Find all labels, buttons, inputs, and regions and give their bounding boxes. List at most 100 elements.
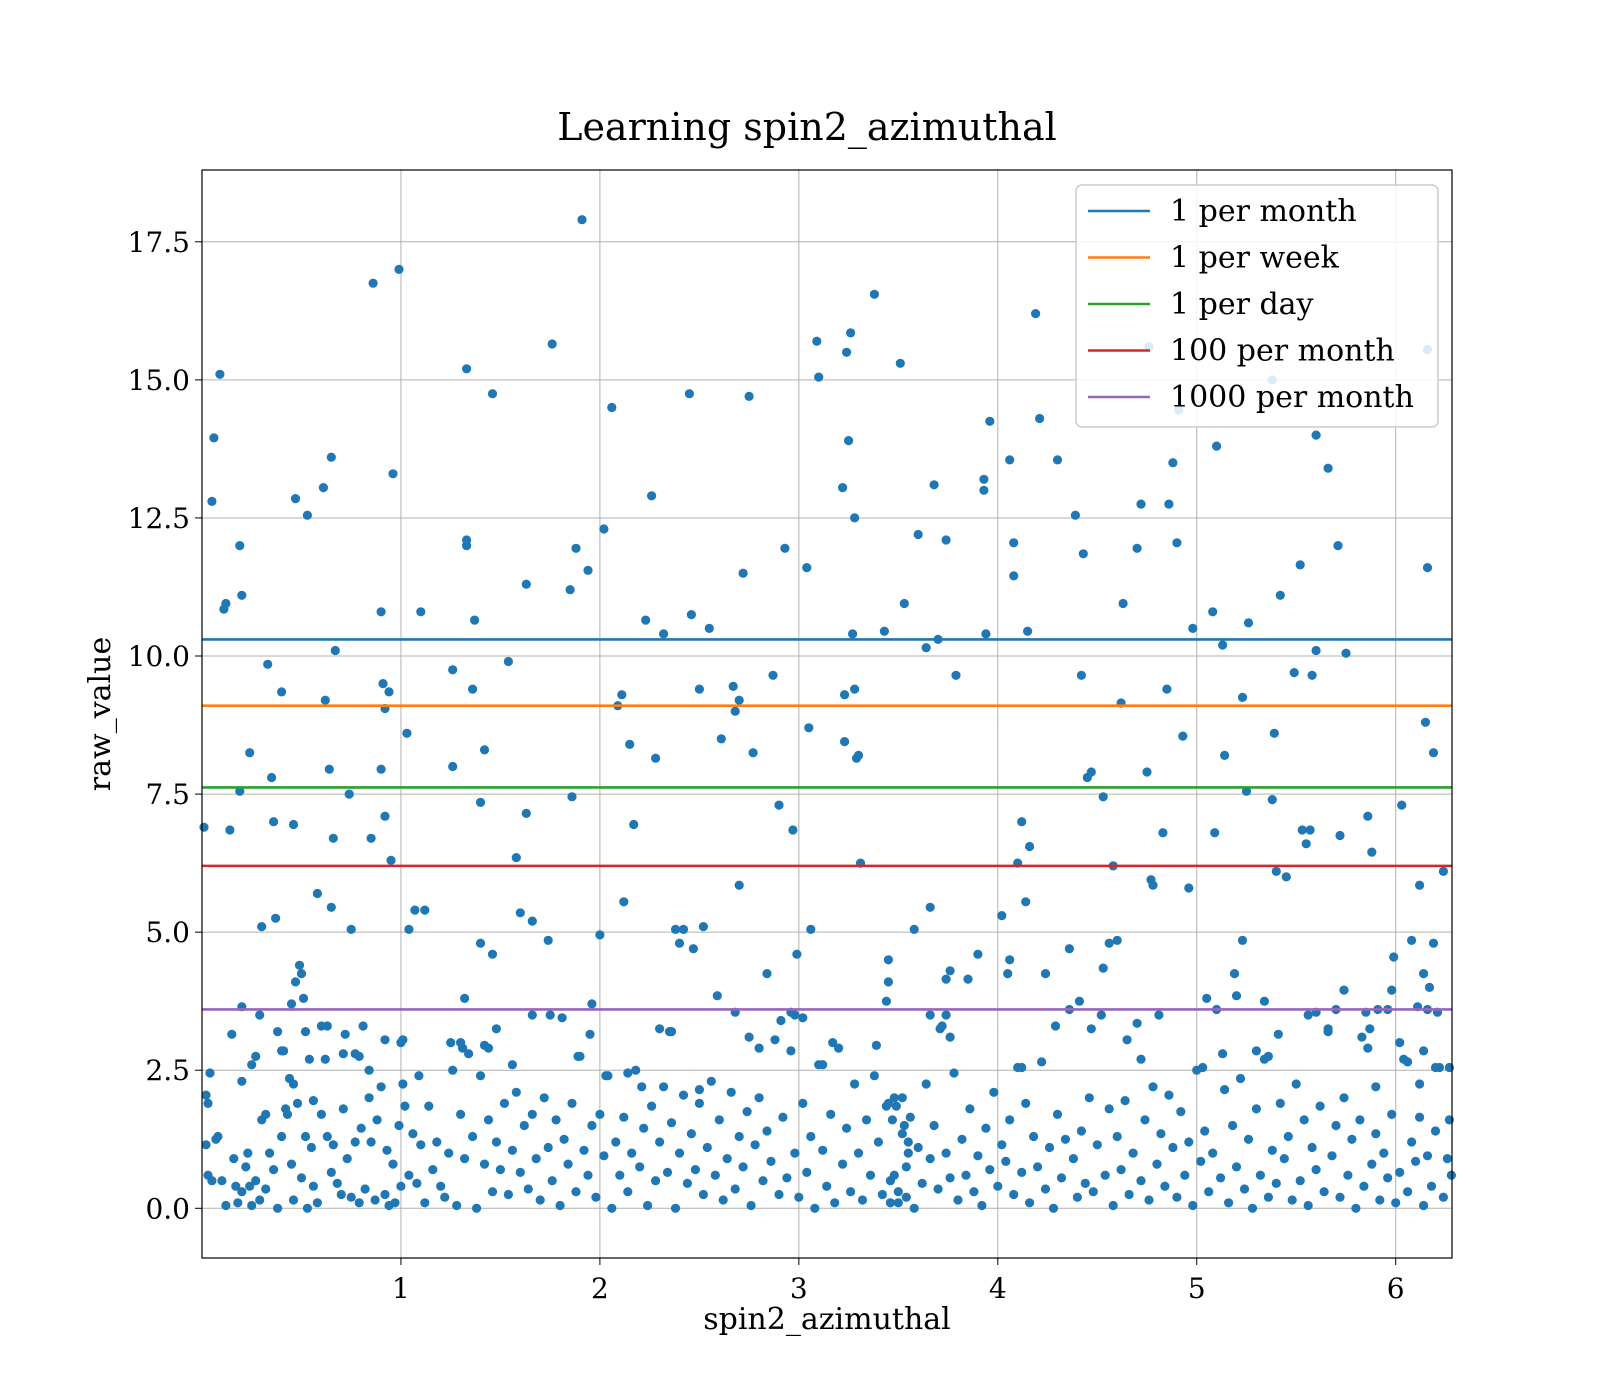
legend-label: 1 per week (1170, 241, 1340, 276)
data-point (651, 753, 661, 763)
data-point (1241, 786, 1252, 796)
data-point (623, 1068, 633, 1078)
data-point (818, 1060, 828, 1070)
data-point (1154, 1010, 1164, 1020)
data-point (846, 328, 856, 338)
data-point (1438, 1192, 1448, 1202)
data-point (460, 993, 470, 1004)
data-point (1142, 767, 1152, 777)
data-point (686, 1129, 697, 1139)
data-point (1068, 1154, 1078, 1164)
y-tick-label: 12.5 (128, 502, 190, 535)
data-point (1070, 510, 1080, 520)
data-point (527, 1109, 537, 1119)
data-point (1273, 1029, 1283, 1039)
data-point (543, 1142, 553, 1153)
data-point (1323, 463, 1333, 473)
data-point (637, 1082, 647, 1092)
data-point (475, 938, 486, 948)
data-point (479, 1159, 490, 1169)
data-point (559, 1134, 569, 1144)
data-point (448, 665, 458, 675)
data-point (973, 1151, 983, 1161)
data-point (543, 935, 553, 946)
data-point (889, 1093, 899, 1103)
data-point (810, 1203, 820, 1213)
data-point (1204, 1187, 1214, 1197)
data-point (221, 1200, 231, 1211)
data-point (1156, 1129, 1166, 1139)
data-point (1327, 1151, 1337, 1161)
data-point (949, 1068, 959, 1078)
data-point (979, 485, 989, 495)
data-point (1279, 1154, 1289, 1164)
data-point (961, 1170, 971, 1180)
data-point (1391, 1198, 1401, 1208)
data-point (462, 364, 472, 374)
data-point (903, 1148, 913, 1158)
data-point (290, 977, 301, 987)
data-point (647, 491, 657, 501)
data-point (770, 1035, 780, 1045)
data-point (483, 1115, 494, 1125)
data-point (1078, 549, 1088, 559)
data-point (1419, 1046, 1429, 1056)
data-point (440, 1192, 450, 1202)
data-point (666, 1118, 677, 1128)
data-point (840, 690, 850, 700)
data-point (869, 1071, 880, 1081)
data-point (277, 687, 287, 697)
data-point (997, 911, 1007, 921)
data-point (444, 1148, 454, 1158)
data-point (432, 1137, 442, 1147)
data-point (607, 402, 617, 413)
data-point (225, 825, 235, 835)
data-point (1052, 1109, 1063, 1119)
data-point (1341, 648, 1351, 658)
data-point (565, 585, 575, 595)
data-point (209, 433, 219, 443)
data-point (271, 913, 281, 923)
data-point (245, 748, 255, 758)
data-point (1136, 499, 1146, 509)
data-point (286, 999, 297, 1009)
data-point (320, 695, 330, 705)
data-point (472, 1203, 482, 1213)
data-point (456, 1109, 466, 1119)
data-point (539, 1093, 549, 1103)
data-point (404, 1170, 414, 1180)
data-point (545, 1010, 555, 1020)
data-point (1158, 828, 1168, 838)
data-point (748, 748, 758, 758)
data-point (300, 1027, 311, 1037)
data-point (1084, 1093, 1094, 1103)
data-point (1303, 1200, 1313, 1211)
data-point (702, 1142, 712, 1153)
data-point (619, 1112, 629, 1122)
data-point (519, 1120, 529, 1131)
data-point (1407, 935, 1417, 946)
data-point (873, 1137, 884, 1147)
data-point (694, 1098, 705, 1108)
data-point (344, 789, 354, 799)
data-point (1424, 982, 1435, 993)
data-point (889, 1170, 899, 1180)
data-point (1052, 455, 1063, 465)
data-point (981, 629, 991, 639)
data-point (294, 960, 305, 970)
data-point (666, 1027, 677, 1037)
data-point (1335, 830, 1345, 841)
data-point (985, 1165, 995, 1175)
data-point (336, 1189, 346, 1200)
data-point (1363, 811, 1373, 821)
data-point (850, 1079, 860, 1089)
data-point (1339, 985, 1349, 995)
data-point (247, 1200, 257, 1211)
data-point (503, 656, 513, 667)
data-point (1420, 717, 1431, 727)
data-point (322, 1131, 332, 1142)
data-point (742, 1107, 752, 1117)
data-point (941, 974, 951, 984)
data-point (762, 1126, 772, 1136)
data-point (1283, 1131, 1293, 1142)
